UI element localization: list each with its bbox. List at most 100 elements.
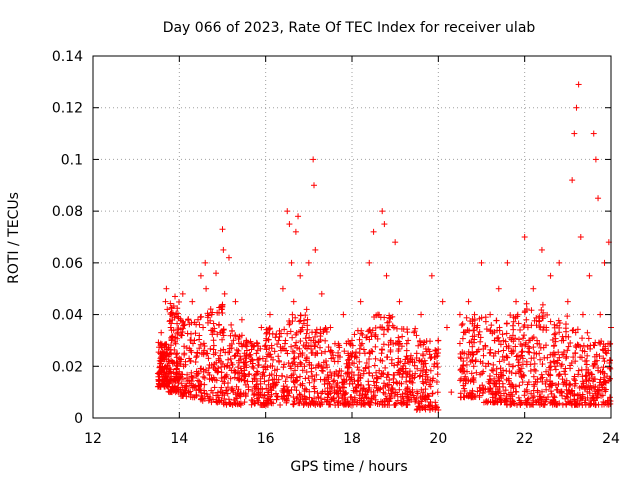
data-point (206, 376, 213, 383)
data-point (607, 400, 614, 407)
data-point (481, 386, 488, 393)
data-point (228, 345, 235, 352)
data-point (519, 379, 526, 386)
data-point (396, 386, 403, 393)
data-point (210, 320, 217, 327)
data-point (377, 373, 384, 380)
data-point (197, 341, 204, 348)
data-point (267, 362, 274, 369)
data-point (205, 355, 212, 362)
data-point (302, 375, 309, 382)
data-point (349, 350, 356, 357)
data-point (579, 378, 586, 385)
data-point (550, 349, 557, 356)
data-point (505, 391, 512, 398)
data-point (318, 390, 325, 397)
data-point (299, 352, 306, 359)
data-point (510, 385, 517, 392)
data-point (404, 385, 411, 392)
data-point (536, 393, 543, 400)
data-point (241, 371, 248, 378)
data-point (547, 272, 554, 279)
data-point (533, 322, 540, 329)
data-point (225, 396, 232, 403)
data-point (271, 348, 278, 355)
data-point (310, 400, 317, 407)
data-point (471, 327, 478, 334)
data-point (565, 333, 572, 340)
data-point (424, 392, 431, 399)
data-point (242, 342, 249, 349)
data-point (365, 387, 372, 394)
data-point (180, 322, 187, 329)
data-point (374, 311, 381, 318)
data-point (582, 384, 589, 391)
data-point (213, 377, 220, 384)
data-point (315, 339, 322, 346)
data-point (344, 363, 351, 370)
data-point (590, 130, 597, 137)
data-point (461, 350, 468, 357)
data-point (159, 376, 166, 383)
data-point (162, 298, 169, 305)
data-point (158, 371, 165, 378)
data-point (597, 340, 604, 347)
data-point (344, 369, 351, 376)
data-point (167, 375, 174, 382)
data-point (189, 394, 196, 401)
data-point (197, 396, 204, 403)
data-point (210, 342, 217, 349)
data-point (530, 334, 537, 341)
data-point (543, 376, 550, 383)
data-point (220, 246, 227, 253)
data-point (509, 382, 516, 389)
data-point (434, 363, 441, 370)
data-point (515, 320, 522, 327)
data-point (388, 385, 395, 392)
data-point (358, 382, 365, 389)
data-point (500, 337, 507, 344)
data-point (528, 322, 535, 329)
data-point (420, 380, 427, 387)
data-point (392, 402, 399, 409)
data-point (189, 340, 196, 347)
data-point (327, 385, 334, 392)
data-point (331, 377, 338, 384)
data-point (215, 355, 222, 362)
data-point (230, 396, 237, 403)
data-point (274, 341, 281, 348)
data-point (331, 370, 338, 377)
data-point (293, 395, 300, 402)
data-point (607, 365, 614, 372)
data-point (349, 342, 356, 349)
data-point (470, 379, 477, 386)
data-point (487, 385, 494, 392)
data-point (308, 345, 315, 352)
data-point (168, 342, 175, 349)
data-point (490, 361, 497, 368)
data-point (422, 345, 429, 352)
data-point (187, 347, 194, 354)
data-point (210, 396, 217, 403)
data-point (457, 354, 464, 361)
data-point (219, 390, 226, 397)
data-point (218, 375, 225, 382)
data-point (379, 324, 386, 331)
data-point (191, 337, 198, 344)
data-point (203, 285, 210, 292)
data-point (306, 379, 313, 386)
data-point (371, 392, 378, 399)
data-point (264, 364, 271, 371)
data-point (507, 401, 514, 408)
data-point (543, 324, 550, 331)
data-point (547, 318, 554, 325)
data-point (353, 383, 360, 390)
data-point (536, 341, 543, 348)
data-point (572, 350, 579, 357)
data-point (156, 363, 163, 370)
data-point (417, 341, 424, 348)
data-point (518, 365, 525, 372)
data-point (317, 330, 324, 337)
data-point (196, 336, 203, 343)
